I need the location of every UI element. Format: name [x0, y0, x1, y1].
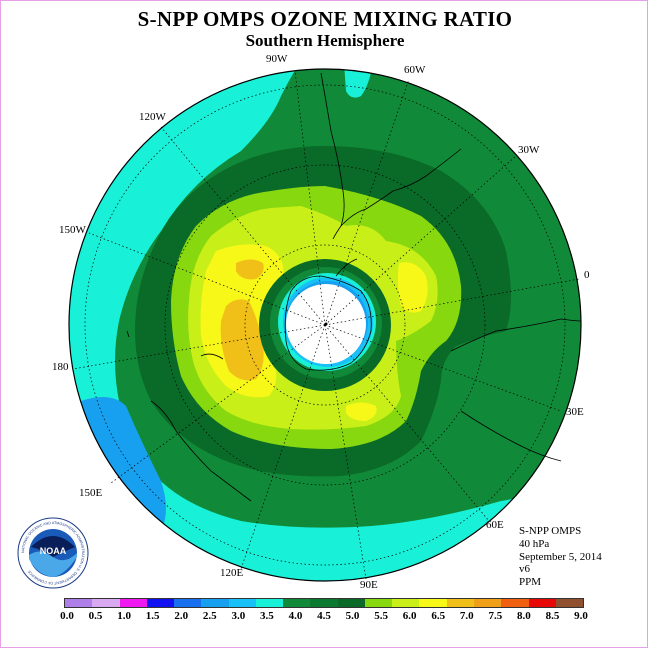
colorbar-label: 1.0: [117, 610, 131, 622]
colorbar-swatch: [283, 599, 311, 607]
colorbar-swatch: [65, 599, 93, 607]
contour-6.0-6.5-south: [346, 402, 377, 421]
lon-label-180: 180: [52, 361, 69, 373]
info-version: v6: [519, 563, 530, 576]
colorbar-label: 6.5: [431, 610, 446, 622]
colorbar-swatch: [119, 599, 147, 607]
info-units: PPM: [519, 576, 542, 589]
colorbar-label: 9.0: [574, 610, 588, 622]
colorbar-swatch: [201, 599, 229, 607]
colorbar-label: 5.0: [345, 610, 360, 622]
colorbar-label: 0.0: [60, 610, 74, 622]
lon-label-30e: 30E: [566, 406, 584, 418]
colorbar-label: 3.5: [260, 610, 274, 622]
colorbar-label: 7.0: [459, 610, 474, 622]
colorbar-label: 5.5: [374, 610, 388, 622]
australia-coast: [150, 400, 252, 502]
colorbar-swatch: [473, 599, 502, 607]
colorbar-swatch: [446, 599, 474, 607]
lon-label-60w: 60W: [404, 64, 426, 76]
colorbar-label: 4.0: [288, 610, 303, 622]
lon-label-150w: 150W: [59, 224, 86, 236]
map-title: S-NPP OMPS OZONE MIXING RATIO: [137, 7, 513, 31]
lon-label-60e: 60E: [486, 519, 504, 531]
lon-label-30w: 30W: [518, 144, 540, 156]
colorbar-label: 1.5: [145, 610, 160, 622]
colorbar-label: 0.5: [88, 610, 103, 622]
map-boundary: [68, 68, 582, 582]
colorbar-label: 3.0: [231, 610, 246, 622]
logo-text: NOAA: [40, 546, 67, 556]
colorbar-swatch: [92, 599, 120, 607]
colorbar-swatch: [419, 599, 447, 607]
colorbar-label: 6.0: [402, 610, 417, 622]
colorbar-swatch: [555, 599, 584, 607]
new-zealand: [126, 330, 224, 360]
colorbar-swatch: [228, 599, 256, 607]
contour-3.0-tongue: [79, 397, 166, 531]
colorbar: [64, 598, 584, 608]
colorbar-swatch: [255, 599, 284, 607]
lon-label-150e: 150E: [79, 487, 103, 499]
south-america-coast: [320, 72, 462, 240]
lon-label-120e: 120E: [220, 567, 244, 579]
lon-label-0: 0: [584, 269, 590, 281]
contour-6.5-7.0-north: [236, 259, 264, 280]
graticule: [72, 70, 580, 580]
colorbar-swatch: [174, 599, 202, 607]
contour-6.5-7.0: [220, 299, 264, 381]
colorbar-labels: 0.0 0.5 1.0 1.5 2.0 2.5 3.0 3.5 4.0 4.5 5.0 5.5 6.0 6…: [1, 610, 647, 624]
africa-coast: [450, 318, 582, 462]
colorbar-swatch: [528, 599, 556, 607]
south-pole-marker: [324, 322, 328, 326]
map-subtitle: Southern Hemisphere: [245, 31, 405, 50]
noaa-logo-icon: NOAA NATIONAL OCEANIC AND ATMOSPHERIC AD…: [17, 517, 89, 589]
product-info: S-NPP OMPS 40 hPa September 5, 2014 v6 P…: [519, 525, 602, 589]
lon-label-90e: 90E: [360, 579, 378, 591]
colorbar-label: 7.5: [488, 610, 503, 622]
info-date: September 5, 2014: [519, 550, 602, 563]
colorbar-label: 4.5: [317, 610, 331, 622]
coastlines: [126, 72, 582, 502]
info-level: 40 hPa: [519, 537, 550, 550]
colorbar-label: 2.0: [174, 610, 189, 622]
colorbar-label: 8.0: [517, 610, 531, 622]
colorbar-swatch: [146, 599, 175, 607]
colorbar-swatch: [364, 599, 393, 607]
colorbar-swatch: [337, 599, 365, 607]
lon-label-90w: 90W: [266, 53, 288, 65]
colorbar-label: 8.5: [545, 610, 560, 622]
colorbar-swatch: [501, 599, 529, 607]
info-instrument: S-NPP OMPS: [519, 525, 582, 537]
lon-label-120w: 120W: [139, 111, 166, 123]
colorbar-swatch: [392, 599, 420, 607]
colorbar-label: 2.5: [202, 610, 217, 622]
antarctic-peninsula: [284, 258, 372, 371]
colorbar-swatch: [310, 599, 338, 607]
contour-6.0-6.5-east: [397, 262, 428, 313]
